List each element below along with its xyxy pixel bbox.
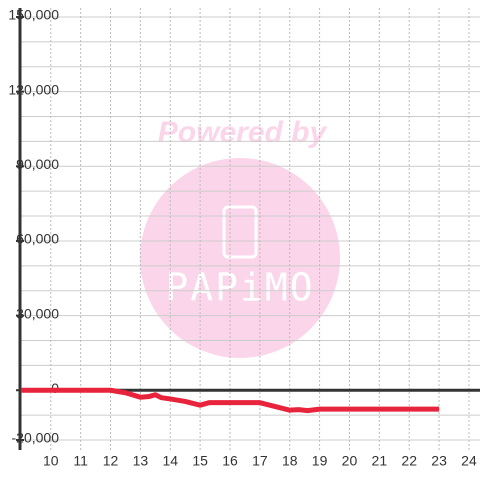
x-tick-label: 12 bbox=[103, 453, 119, 469]
y-tick-label: 60,000 bbox=[16, 231, 59, 247]
x-tick-label: 24 bbox=[461, 453, 477, 469]
watermark-icon bbox=[222, 205, 258, 259]
x-tick-label: 19 bbox=[312, 453, 328, 469]
y-tick-label: 150,000 bbox=[8, 7, 59, 23]
y-tick-label: -20,000 bbox=[12, 430, 60, 446]
x-tick-label: 21 bbox=[372, 453, 388, 469]
x-tick-label: 22 bbox=[401, 453, 417, 469]
x-tick-label: 23 bbox=[431, 453, 447, 469]
y-tick-label: 30,000 bbox=[16, 305, 59, 321]
watermark-logo: PAPiMO bbox=[165, 266, 314, 310]
watermark-text: Powered by bbox=[158, 116, 328, 149]
y-tick-label: 90,000 bbox=[16, 156, 59, 172]
x-tick-label: 17 bbox=[252, 453, 268, 469]
x-tick-label: 15 bbox=[192, 453, 208, 469]
x-tick-label: 13 bbox=[133, 453, 149, 469]
x-tick-label: 14 bbox=[162, 453, 178, 469]
x-tick-label: 18 bbox=[282, 453, 298, 469]
y-tick-label: 120,000 bbox=[8, 81, 59, 97]
x-tick-label: 20 bbox=[342, 453, 358, 469]
x-tick-label: 10 bbox=[43, 453, 59, 469]
x-tick-label: 16 bbox=[222, 453, 238, 469]
x-tick-label: 11 bbox=[73, 453, 88, 469]
data-line bbox=[20, 387, 440, 414]
